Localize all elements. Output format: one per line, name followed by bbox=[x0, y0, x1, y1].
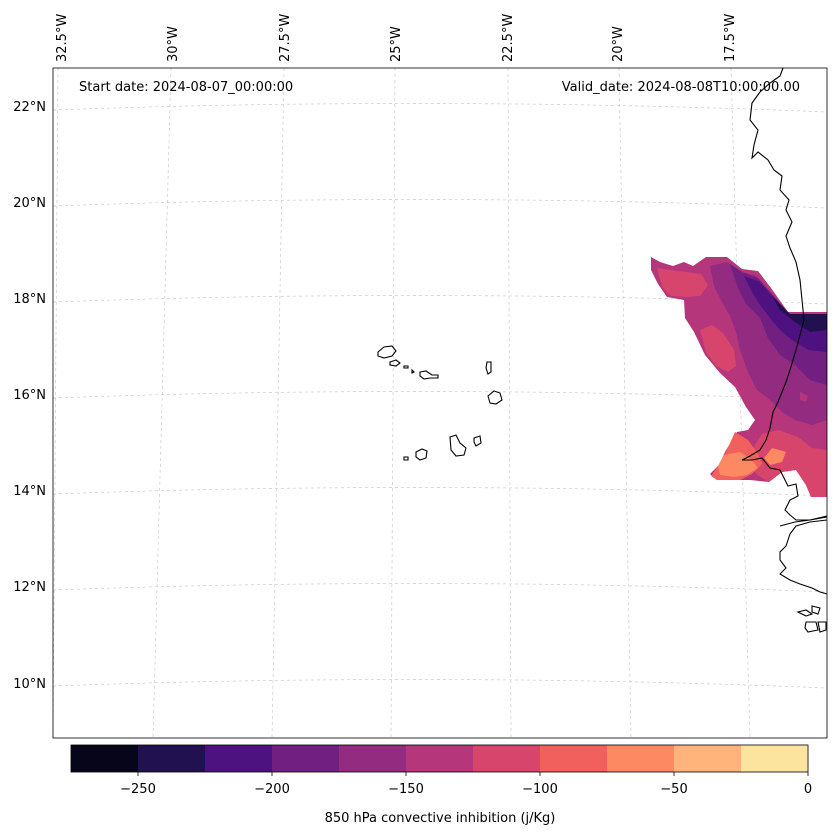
cin-contour-salmon-2 bbox=[764, 448, 786, 465]
lat-label: 14°N bbox=[13, 484, 46, 499]
colorbar-ticks: −250 −200 −150 −100 −50 0 bbox=[120, 782, 812, 797]
colorbar-tick-label: −200 bbox=[254, 782, 290, 797]
lat-label: 10°N bbox=[13, 677, 46, 692]
cin-contour-light-pink bbox=[657, 268, 708, 297]
african-coastline-south bbox=[779, 519, 827, 595]
island-brava bbox=[403, 456, 409, 461]
latitude-labels: 22°N 20°N 18°N 16°N 14°N 12°N 10°N bbox=[13, 100, 46, 692]
meridian-gridlines bbox=[53, 68, 751, 738]
colorbar-bin bbox=[473, 745, 541, 772]
lon-label: 20°W bbox=[611, 26, 626, 62]
valid-date-label: Valid_date: 2024-08-08T10:00:00.00 bbox=[562, 80, 800, 95]
meridian-27-5w bbox=[271, 68, 285, 738]
start-date-label: Start date: 2024-08-07_00:00:00 bbox=[79, 80, 293, 95]
parallel-16n bbox=[53, 391, 827, 401]
parallel-12n bbox=[53, 583, 827, 593]
colorbar-bin bbox=[272, 745, 340, 772]
parallel-10n bbox=[53, 679, 827, 689]
parallel-20n bbox=[53, 199, 827, 209]
island-fogo bbox=[415, 448, 428, 461]
island-maio bbox=[473, 435, 482, 447]
cin-contour-deep bbox=[772, 296, 827, 332]
colorbar-frame bbox=[70, 744, 809, 773]
colorbar-bin bbox=[741, 745, 809, 772]
colorbar-bin bbox=[674, 745, 742, 772]
colorbar-title: 850 hPa convective inhibition (j/Kg) bbox=[325, 811, 556, 826]
lon-label: 27.5°W bbox=[278, 14, 293, 62]
cin-contour-pink-south bbox=[800, 392, 808, 402]
meridian-32-5w bbox=[53, 68, 59, 738]
parallel-gridlines bbox=[53, 103, 827, 689]
colorbar bbox=[70, 744, 809, 776]
meridian-20w bbox=[618, 68, 632, 738]
parallel-18n bbox=[53, 295, 827, 305]
cin-contour-light-pink-3 bbox=[750, 430, 827, 497]
map-panel bbox=[53, 68, 827, 738]
cin-contour-purple bbox=[710, 262, 827, 425]
island-santa-luzia bbox=[403, 365, 409, 369]
island-sal bbox=[485, 361, 492, 375]
colorbar-bin bbox=[339, 745, 407, 772]
lon-label: 17.5°W bbox=[723, 14, 738, 62]
colorbar-bin bbox=[607, 745, 675, 772]
gambia-river bbox=[779, 516, 827, 527]
colorbar-bin bbox=[138, 745, 206, 772]
island-santo-antao bbox=[377, 345, 397, 359]
cin-contours bbox=[651, 257, 827, 497]
island-boa-vista bbox=[487, 390, 503, 405]
lat-label: 18°N bbox=[13, 292, 46, 307]
colorbar-bin bbox=[406, 745, 474, 772]
lat-label: 16°N bbox=[13, 388, 46, 403]
island-santiago bbox=[449, 434, 467, 457]
colorbar-tick-label: 0 bbox=[804, 782, 812, 797]
lat-label: 22°N bbox=[13, 100, 46, 115]
colorbar-tick-label: −250 bbox=[120, 782, 156, 797]
map-content bbox=[53, 68, 827, 738]
colorbar-tick-label: −150 bbox=[388, 782, 424, 797]
lon-label: 30°W bbox=[166, 26, 181, 62]
colorbar-bin bbox=[540, 745, 608, 772]
meridian-30w bbox=[152, 68, 172, 738]
longitude-labels: 32.5°W 30°W 27.5°W 25°W 22.5°W 20°W 17.5… bbox=[55, 14, 738, 62]
cin-contour-light-pink-2 bbox=[700, 325, 736, 372]
lon-label: 32.5°W bbox=[55, 14, 70, 62]
lat-label: 12°N bbox=[13, 580, 46, 595]
colorbar-bin bbox=[71, 745, 139, 772]
colorbar-tick-label: −100 bbox=[522, 782, 558, 797]
lat-label: 20°N bbox=[13, 196, 46, 211]
parallel-22n bbox=[53, 103, 827, 113]
african-coastline bbox=[741, 68, 827, 521]
island-sao-vicente bbox=[389, 359, 401, 367]
lon-label: 22.5°W bbox=[501, 14, 516, 62]
parallel-14n bbox=[53, 487, 827, 497]
map-frame bbox=[52, 67, 828, 739]
meridian-22-5w bbox=[507, 68, 512, 738]
meridian-25w bbox=[390, 68, 396, 738]
island-sao-nicolau bbox=[411, 368, 439, 380]
colorbar-bin bbox=[205, 745, 273, 772]
lon-label: 25°W bbox=[389, 26, 404, 62]
colorbar-tick-label: −50 bbox=[660, 782, 687, 797]
bissau-islands bbox=[796, 605, 827, 633]
cin-contour-salmon bbox=[718, 452, 758, 477]
meridian-17-5w bbox=[730, 68, 751, 738]
coastlines bbox=[377, 68, 827, 633]
